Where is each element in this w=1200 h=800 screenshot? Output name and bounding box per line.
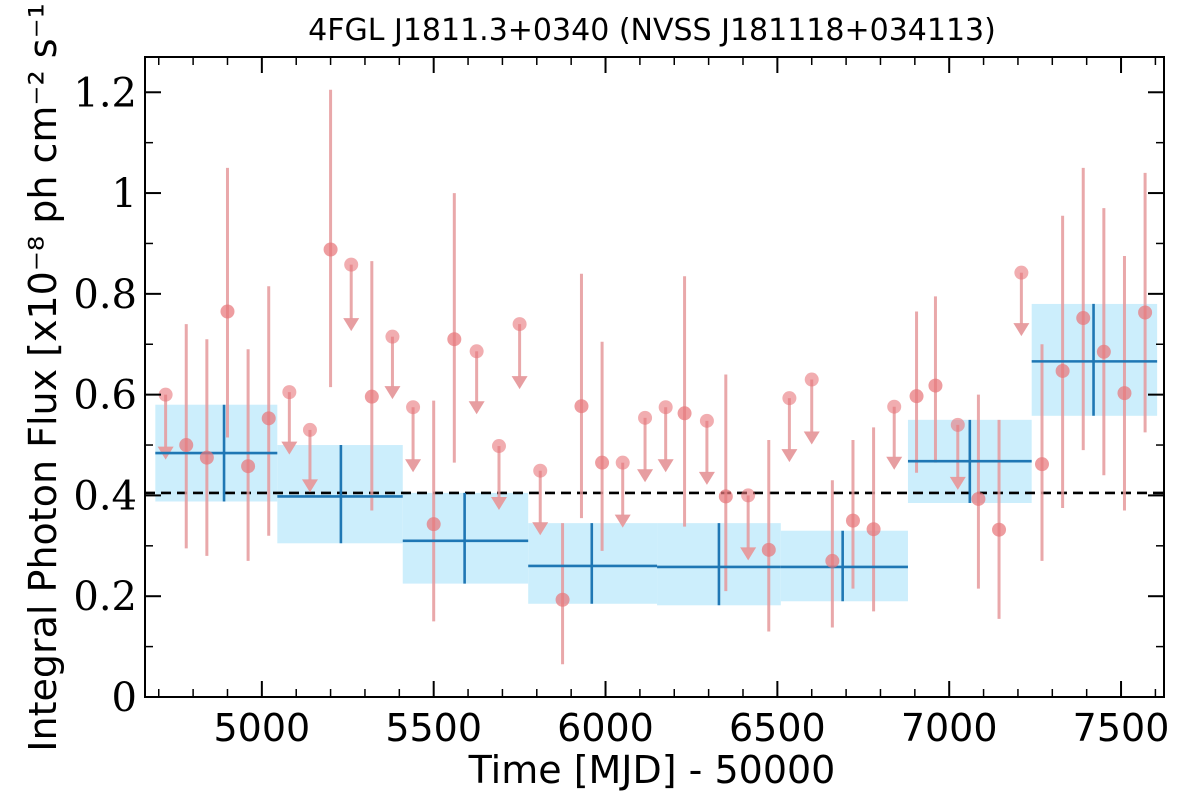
detection-point-21 [992, 522, 1007, 537]
y-tick-label-0: 0 [112, 675, 137, 721]
upper-limit-arrow-14 [740, 547, 757, 561]
detection-point-18 [909, 389, 924, 404]
upper-limit-arrow-16 [803, 431, 820, 445]
upper-limit-arrow-10 [614, 514, 631, 528]
upper-limit-point-1 [282, 385, 297, 400]
y-tick-label-6: 1.2 [73, 70, 137, 116]
detection-point-17 [866, 522, 881, 537]
y-axis-label: Integral Photon Flux [x10⁻⁸ ph cm⁻² s⁻¹] [21, 0, 65, 752]
detection-point-19 [928, 378, 943, 393]
detection-point-13 [718, 489, 733, 504]
detection-point-6 [364, 389, 379, 404]
detection-point-26 [1117, 386, 1132, 401]
upper-limit-arrow-13 [698, 471, 715, 485]
upper-limit-point-5 [406, 400, 421, 415]
y-tick-label-5: 1 [112, 171, 137, 217]
detection-point-7 [426, 517, 441, 532]
upper-limit-arrow-4 [384, 386, 401, 400]
detection-point-12 [677, 406, 692, 421]
y-tick-label-2: 0.4 [73, 473, 137, 519]
detection-point-0 [179, 438, 194, 453]
upper-limit-point-13 [699, 413, 714, 428]
upper-limit-point-11 [638, 410, 653, 425]
upper-limit-point-2 [302, 422, 317, 437]
x-tick-label-1: 5500 [385, 706, 482, 750]
plot-area: 5000 5500 6000 6500 7000 7500 0 0.2 0.4 0.6 0.8 1 1.… [73, 56, 1170, 750]
upper-limit-point-4 [385, 329, 400, 344]
upper-limit-point-7 [491, 439, 506, 454]
upper-limit-arrow-1 [281, 441, 298, 455]
upper-limit-point-10 [615, 455, 630, 470]
upper-limit-point-8 [512, 317, 527, 332]
upper-limit-arrow-11 [637, 469, 654, 483]
upper-limit-arrow-17 [886, 456, 903, 470]
detection-point-8 [447, 332, 462, 347]
upper-limit-point-9 [533, 463, 548, 478]
upper-limit-arrow-12 [657, 459, 674, 473]
x-tick-label-2: 6000 [557, 706, 654, 750]
upper-limit-point-17 [887, 399, 902, 414]
detection-point-10 [574, 399, 589, 414]
upper-limit-point-16 [804, 372, 819, 387]
detection-point-25 [1096, 344, 1111, 359]
detection-point-4 [261, 411, 276, 426]
detection-point-1 [199, 450, 214, 465]
detection-point-2 [220, 304, 235, 319]
x-axis-label: Time [MJD] - 50000 [468, 748, 836, 792]
upper-limit-arrow-2 [301, 479, 318, 493]
detection-point-9 [555, 592, 570, 607]
upper-limit-point-15 [782, 391, 797, 406]
upper-limit-point-19 [1014, 265, 1029, 280]
upper-limit-point-12 [658, 400, 673, 415]
detection-point-22 [1034, 457, 1049, 472]
y-tick-label-1: 0.2 [73, 574, 137, 620]
detection-point-16 [845, 513, 860, 528]
upper-limit-arrow-8 [511, 376, 528, 390]
detection-point-3 [241, 459, 256, 474]
upper-limit-point-6 [469, 344, 484, 359]
upper-limit-point-18 [950, 417, 965, 432]
x-tick-label-5: 7500 [1073, 706, 1170, 750]
upper-limit-point-3 [344, 257, 359, 272]
detection-point-27 [1138, 305, 1153, 320]
x-tick-label-0: 5000 [213, 706, 310, 750]
chart-title: 4FGL J1811.3+0340 (NVSS J181118+034113) [308, 13, 996, 48]
upper-limit-arrow-5 [405, 459, 422, 473]
plot-frame [144, 56, 1165, 698]
x-tick-label-3: 6500 [729, 706, 826, 750]
detection-point-24 [1076, 311, 1091, 326]
detection-point-5 [323, 242, 338, 257]
upper-limit-point-14 [741, 488, 756, 503]
upper-limit-arrow-15 [781, 449, 798, 463]
y-tick-label-4: 0.8 [73, 272, 137, 318]
upper-limit-arrow-6 [468, 401, 485, 415]
upper-limit-arrow-3 [343, 318, 360, 332]
upper-limit-arrow-7 [490, 497, 507, 511]
upper-limit-arrow-18 [949, 476, 966, 490]
detection-point-14 [761, 542, 776, 557]
x-tick-label-4: 7000 [901, 706, 998, 750]
detection-point-20 [971, 491, 986, 506]
detection-point-23 [1055, 363, 1070, 378]
detection-point-11 [595, 455, 610, 470]
upper-limit-arrow-9 [532, 522, 549, 536]
detection-point-15 [825, 553, 840, 568]
y-tick-label-3: 0.6 [73, 373, 137, 419]
upper-limit-point-0 [158, 387, 173, 402]
upper-limit-arrow-19 [1013, 323, 1030, 337]
